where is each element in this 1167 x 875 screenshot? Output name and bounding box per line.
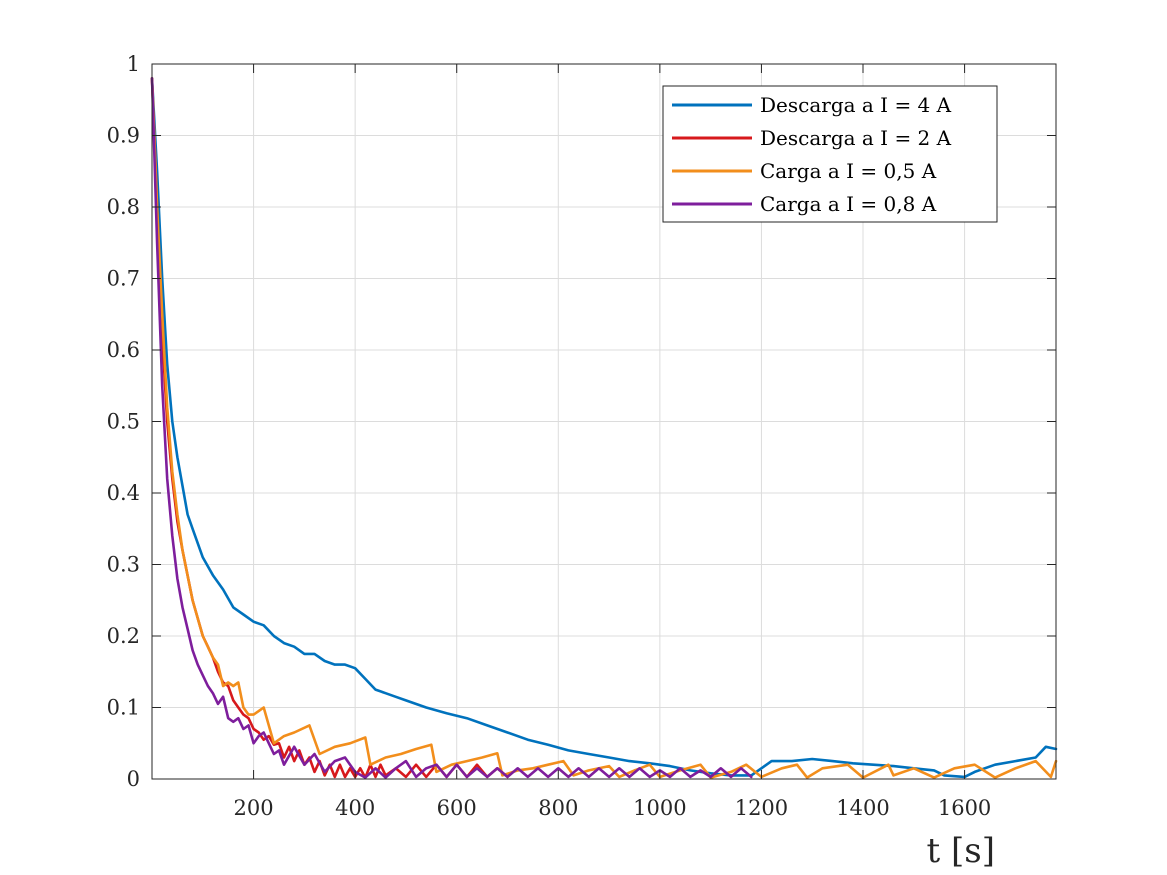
x-tick-label: 800 [538,796,578,820]
legend-label-3: Carga a I = 0,5 A [760,159,937,183]
y-tick-label: 0.3 [107,553,140,577]
x-tick-label: 1000 [633,796,686,820]
series-line-3 [150,77,1058,779]
x-tick-label: 200 [234,796,274,820]
y-tick-label: 0.7 [107,267,140,291]
x-tick-label: 600 [437,796,477,820]
series-line-1 [150,77,1058,779]
x-tick-label: 1400 [836,796,889,820]
legend-label-2: Descarga a I = 2 A [760,126,952,150]
y-tick-label: 0.2 [107,624,140,648]
series-layer [150,77,1058,779]
y-tick-label: 0.1 [107,696,140,720]
y-tick-label: 0 [127,767,140,791]
x-tick-label: 1600 [938,796,991,820]
x-axis-label: t [s] [927,831,995,871]
y-tick-label: 0.6 [107,338,140,362]
axis-ticks: 200 400 600 800 1000 1200 1400 1600 0 0.1 0.2 0.3 0.… [107,52,1056,820]
y-tick-label: 0.9 [107,124,140,148]
x-tick-label: 400 [335,796,375,820]
y-tick-label: 0.4 [107,481,140,505]
legend-label-1: Descarga a I = 4 A [760,93,952,117]
legend-box [662,85,998,223]
y-tick-label: 0.5 [107,410,140,434]
y-tick-label: 0.8 [107,195,140,219]
x-tick-label: 1200 [735,796,788,820]
series-line-4 [150,77,753,779]
legend-label-4: Carga a I = 0,8 A [760,192,937,216]
legend: Descarga a I = 4 A Descarga a I = 2 A Carg… [662,85,998,223]
y-tick-label: 1 [127,52,140,76]
